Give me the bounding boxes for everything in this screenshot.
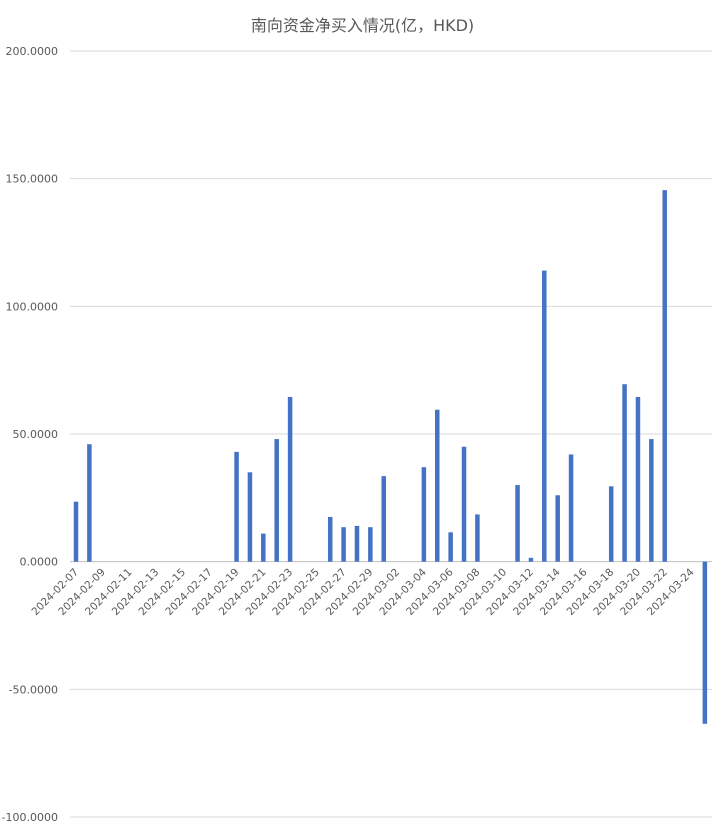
y-tick-label: 150.0000 xyxy=(6,173,59,186)
bar xyxy=(261,533,266,562)
bar xyxy=(435,409,440,562)
bar xyxy=(568,454,574,562)
chart-title: 南向资金净买入情况(亿，HKD) xyxy=(250,16,475,35)
bar xyxy=(287,396,293,562)
bar xyxy=(622,384,627,562)
bar xyxy=(662,190,667,562)
bar xyxy=(421,467,427,562)
y-tick-label: 50.0000 xyxy=(13,428,59,441)
bar xyxy=(475,514,480,562)
bar xyxy=(608,486,614,562)
bar xyxy=(274,439,279,562)
bar xyxy=(702,561,708,724)
bar xyxy=(368,527,373,562)
bar xyxy=(327,516,333,562)
bar xyxy=(528,557,534,562)
bar xyxy=(247,472,253,562)
bar xyxy=(555,495,560,562)
bar xyxy=(234,451,239,562)
y-tick-label: 200.0000 xyxy=(6,45,59,58)
bar xyxy=(73,501,79,562)
y-tick-label: 0.0000 xyxy=(20,556,59,569)
bar xyxy=(341,527,346,562)
bar xyxy=(448,532,453,562)
y-tick-label: -50.0000 xyxy=(9,683,58,696)
bar xyxy=(649,439,654,562)
bar xyxy=(87,444,92,562)
bar xyxy=(461,446,467,562)
bar xyxy=(354,525,360,562)
bar xyxy=(515,485,520,562)
bar xyxy=(381,476,386,562)
bar xyxy=(542,270,547,562)
y-tick-label: -100.0000 xyxy=(2,811,58,824)
y-tick-label: 100.0000 xyxy=(6,300,59,313)
bar xyxy=(635,396,641,562)
